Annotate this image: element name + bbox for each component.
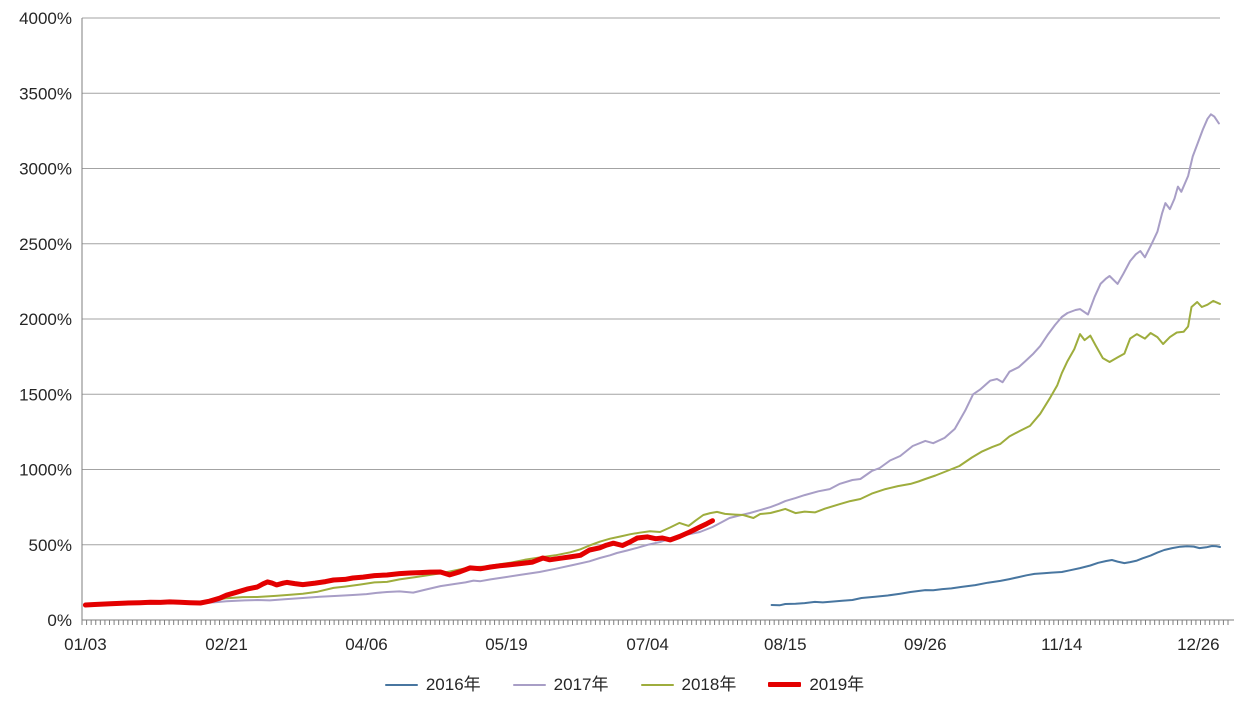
series-line-2018年 (84, 299, 1221, 606)
x-tick-label: 11/14 (1041, 635, 1082, 654)
x-tick-label: 05/19 (485, 635, 528, 654)
x-tick-label: 12/26 (1177, 635, 1220, 654)
y-tick-label: 2000% (19, 310, 72, 329)
y-tick-label: 3000% (19, 160, 72, 179)
legend: 2016年 2017年 2018年 2019年 (0, 676, 1249, 693)
x-tick-label: 02/21 (205, 635, 248, 654)
series-line-2017年 (84, 113, 1220, 606)
legend-item-2018年: 2018年 (640, 675, 737, 694)
y-tick-label: 4000% (19, 9, 72, 28)
y-tick-label: 1500% (19, 385, 72, 404)
legend-label: 2016年 (425, 675, 481, 694)
legend-swatch (640, 683, 674, 686)
legend-label: 2017年 (553, 675, 609, 694)
legend-item-2016年: 2016年 (384, 675, 481, 694)
y-tick-label: 1000% (19, 461, 72, 480)
series-line-2016年 (770, 545, 1221, 607)
legend-label: 2018年 (681, 675, 737, 694)
series-line-2019年 (82, 518, 715, 608)
legend-swatch (512, 683, 546, 686)
x-tick-label: 08/15 (764, 635, 807, 654)
x-tick-label: 07/04 (626, 635, 669, 654)
legend-item-2017年: 2017年 (512, 675, 609, 694)
legend-swatch (768, 682, 802, 687)
legend-item-2019年: 2019年 (768, 676, 864, 693)
y-tick-label: 2500% (19, 235, 72, 254)
legend-swatch (384, 683, 418, 686)
x-tick-label: 04/06 (345, 635, 388, 654)
x-tick-label: 01/03 (64, 635, 107, 654)
y-tick-label: 3500% (19, 84, 72, 103)
y-tick-label: 0% (47, 611, 72, 630)
legend-label: 2019年 (809, 675, 865, 694)
y-tick-label: 500% (29, 536, 72, 555)
x-tick-label: 09/26 (904, 635, 947, 654)
